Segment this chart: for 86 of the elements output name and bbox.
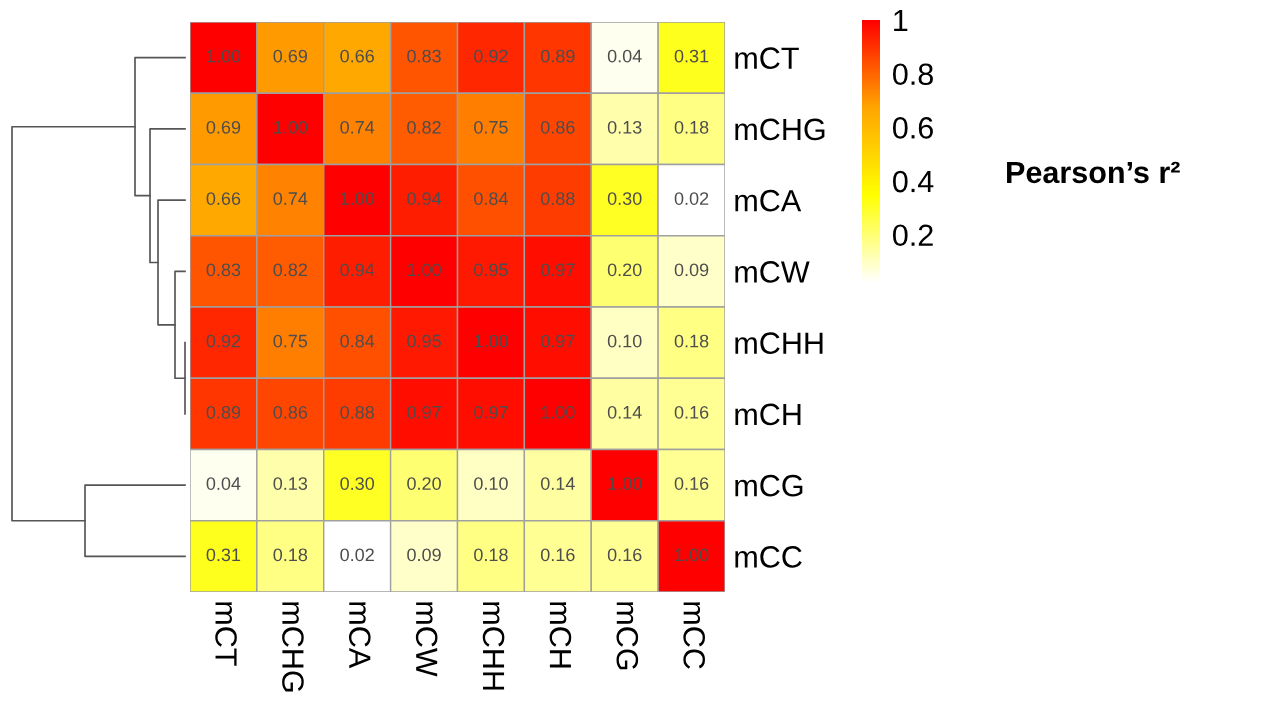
data-label: 0.09 [674, 263, 709, 277]
x-tick-label: mCHH [482, 602, 505, 690]
data-label: 0.30 [340, 477, 375, 490]
data-label: 1.00 [474, 334, 508, 348]
x-tick-label: mCH [549, 602, 572, 668]
data-label: 0.86 [540, 120, 575, 134]
data-label: 0.82 [273, 263, 307, 277]
data-label: 0.66 [340, 49, 374, 63]
data-label: 1.00 [274, 120, 308, 134]
y-tick-label: mCH [735, 403, 801, 426]
data-label: 0.69 [206, 120, 241, 134]
data-label: 0.88 [540, 192, 575, 205]
data-label: 0.18 [474, 548, 508, 562]
x-tick-label: mCHG [282, 602, 304, 692]
data-label: 0.83 [407, 49, 441, 63]
color-bar-title: Pearson’s r² [1007, 161, 1180, 184]
data-label: 0.02 [340, 548, 374, 562]
x-tick-label: mCG [616, 602, 639, 670]
data-label: 0.86 [273, 405, 308, 419]
data-label: 0.89 [540, 49, 575, 63]
data-label: 0.20 [407, 477, 441, 490]
x-tick-label: mCW [415, 602, 438, 677]
y-tick-label: mCT [735, 47, 799, 69]
data-label: 0.16 [607, 548, 642, 562]
data-label: 1.00 [341, 192, 375, 205]
data-label: 0.97 [540, 263, 575, 277]
data-label: 0.69 [273, 49, 308, 63]
data-label: 0.97 [407, 405, 441, 419]
data-label: 0.20 [607, 263, 642, 277]
data-label: 0.89 [206, 405, 241, 419]
data-label: 0.97 [474, 405, 508, 419]
data-label: 0.88 [340, 405, 374, 419]
data-label: 0.13 [273, 477, 308, 490]
data-label: 0.18 [674, 334, 709, 348]
y-tick-label: mCC [735, 546, 802, 568]
data-label: 0.92 [474, 49, 508, 63]
data-label: 0.14 [607, 405, 642, 419]
x-tick-label: mCC [683, 602, 705, 669]
data-label: 1.00 [675, 548, 709, 562]
data-label: 0.30 [607, 192, 642, 205]
color-bar-label: 0.2 [893, 224, 933, 247]
data-label: 0.94 [407, 192, 442, 205]
data-label: 0.04 [607, 49, 642, 63]
data-label: 0.66 [206, 192, 241, 205]
data-label: 0.92 [206, 334, 241, 348]
color-bar-label: 0.4 [893, 170, 934, 193]
data-label: 0.10 [607, 334, 642, 348]
y-tick-label: mCHH [735, 332, 823, 354]
data-label: 0.74 [340, 120, 375, 134]
data-label: 0.09 [407, 548, 441, 562]
data-label: 0.95 [474, 263, 508, 277]
data-label: 0.16 [674, 405, 709, 419]
x-tick-label: mCA [348, 602, 371, 669]
data-label: 0.83 [206, 263, 241, 277]
data-label: 0.04 [206, 477, 241, 490]
data-label: 0.84 [340, 334, 375, 348]
color-bar-label: 1 [894, 10, 908, 32]
data-label: 0.31 [674, 49, 709, 63]
color-bar-label: 0.8 [893, 63, 933, 86]
color-bar-label: 0.6 [893, 117, 933, 139]
data-label: 0.74 [273, 192, 308, 205]
data-label: 0.94 [340, 263, 375, 277]
data-label: 0.16 [674, 477, 709, 490]
data-label: 0.97 [540, 334, 575, 348]
data-label: 0.84 [474, 192, 508, 205]
data-label: 0.16 [540, 548, 575, 562]
data-label: 0.13 [607, 120, 642, 134]
data-label: 0.02 [674, 192, 709, 205]
y-tick-label: mCA [735, 189, 802, 212]
data-label: 1.00 [541, 405, 575, 419]
data-label: 0.95 [407, 334, 441, 348]
data-label: 0.75 [474, 120, 508, 134]
data-label: 0.75 [273, 334, 308, 348]
y-tick-label: mCW [735, 261, 810, 283]
x-tick-label: mCT [215, 602, 237, 666]
y-tick-label: mCG [735, 474, 803, 497]
y-tick-label: mCHG [735, 118, 825, 141]
data-label: 1.00 [207, 49, 241, 63]
data-label: 0.18 [674, 120, 709, 134]
data-label: 1.00 [608, 477, 642, 490]
data-label: 0.10 [474, 477, 508, 490]
data-label: 0.14 [540, 477, 575, 490]
data-label: 0.18 [273, 548, 308, 562]
data-label: 0.82 [407, 120, 441, 134]
data-label: 0.31 [206, 548, 241, 562]
data-label: 1.00 [407, 263, 441, 277]
